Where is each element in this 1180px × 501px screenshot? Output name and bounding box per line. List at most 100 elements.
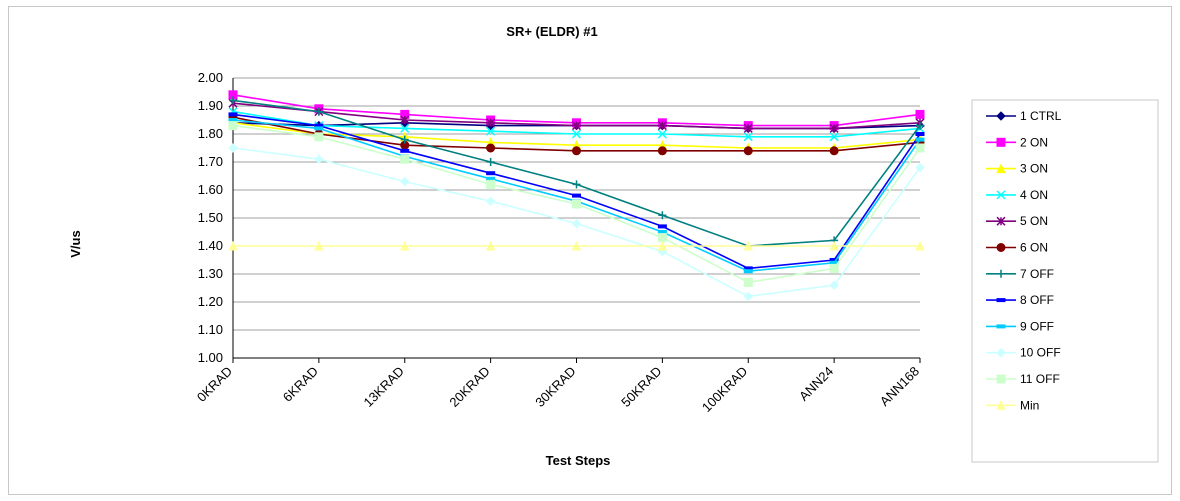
legend-label: 11 OFF: [1020, 372, 1060, 386]
x-axis-label: Test Steps: [546, 453, 611, 468]
data-point: [743, 291, 753, 302]
chart-frame: [8, 6, 1172, 495]
legend-marker: [996, 374, 1006, 384]
data-point: [485, 240, 496, 251]
data-point: [314, 107, 323, 116]
data-point: [657, 146, 667, 156]
data-point: [486, 158, 495, 166]
legend-marker: [996, 347, 1006, 358]
data-point: [743, 123, 753, 133]
y-tick-label: 1.90: [198, 98, 223, 113]
data-point: [915, 137, 925, 142]
legend-box: [971, 99, 1159, 463]
data-point: [399, 240, 410, 251]
data-point: [571, 121, 582, 131]
data-point: [916, 121, 924, 130]
legend: 1 CTRL 2 ON 3 ON 4 ON 5 ON 6 ON 7 OFF 8 OFF 9 OF…: [971, 99, 1159, 463]
data-point: [915, 143, 925, 153]
data-point: [915, 162, 925, 173]
legend-marker: [996, 163, 1006, 174]
data-point: [829, 240, 839, 251]
y-tick-label: 1.30: [198, 266, 223, 281]
data-point: [743, 132, 753, 142]
data-point: [829, 132, 839, 142]
data-point: [572, 199, 581, 209]
y-tick-label: 2.00: [198, 70, 223, 85]
data-point: [228, 121, 238, 131]
data-point: [400, 135, 409, 144]
data-point: [228, 112, 238, 117]
data-point: [314, 132, 324, 142]
data-point: [486, 118, 496, 128]
data-point: [829, 263, 839, 273]
legend-marker: [996, 190, 1006, 200]
legend-marker: [996, 216, 1006, 226]
data-point: [486, 171, 496, 176]
data-point: [400, 123, 410, 133]
x-tick-label: 0KRAD: [194, 364, 235, 405]
legend-label: 7 OFF: [1020, 267, 1054, 281]
y-tick-label: 1.40: [198, 238, 223, 253]
data-point: [486, 176, 496, 181]
y-tick-label: 1.20: [198, 294, 223, 309]
data-point: [572, 193, 581, 198]
data-point: [229, 96, 237, 105]
data-point: [571, 218, 582, 229]
data-point: [657, 230, 667, 234]
data-point: [400, 176, 410, 187]
legend-label: 8 OFF: [1020, 293, 1054, 307]
legend-label: Min: [1020, 398, 1039, 412]
legend-marker: [996, 111, 1006, 121]
legend-marker: [996, 243, 1006, 252]
data-point: [743, 269, 753, 274]
data-point: [915, 109, 925, 119]
data-point: [400, 115, 410, 125]
data-point: [571, 129, 582, 139]
data-point: [658, 211, 667, 220]
x-tick-label: 6KRAD: [280, 364, 321, 405]
data-point: [486, 126, 496, 136]
y-tick-label: 1.70: [198, 154, 223, 169]
x-tick-label: 30KRAD: [532, 364, 578, 410]
data-point: [829, 123, 839, 133]
y-axis-label: V/us: [68, 230, 83, 257]
legend-label: 9 OFF: [1020, 319, 1054, 333]
chart-title: SR+ (ELDR) #1: [506, 24, 597, 39]
legend-marker: [997, 269, 1005, 278]
legend-label: 3 ON: [1020, 162, 1048, 176]
data-point: [228, 240, 238, 251]
legend-label: 10 OFF: [1020, 346, 1061, 360]
x-tick-label: ANN168: [877, 364, 922, 409]
y-tick-label: 1.50: [198, 210, 223, 225]
legend-marker: [996, 137, 1006, 147]
legend-label: 4 ON: [1020, 188, 1048, 202]
data-point: [657, 121, 667, 131]
data-point: [485, 196, 496, 206]
data-point: [657, 129, 667, 139]
data-point: [915, 240, 925, 251]
data-point: [572, 180, 581, 189]
y-tick-label: 1.00: [198, 350, 223, 365]
data-point: [829, 280, 839, 290]
x-tick-label: 100KRAD: [699, 364, 750, 415]
legend-marker: [996, 400, 1006, 410]
legend-label: 1 CTRL: [1020, 109, 1062, 123]
data-point: [829, 146, 839, 156]
data-point: [228, 143, 238, 153]
data-point: [743, 146, 753, 156]
legend-label: 6 ON: [1020, 241, 1048, 255]
legend-label: 5 ON: [1020, 214, 1048, 228]
y-tick-label: 1.10: [198, 322, 223, 337]
legend-marker: [996, 324, 1006, 329]
data-point: [915, 132, 925, 136]
data-point: [314, 126, 324, 131]
x-tick-label: 20KRAD: [446, 364, 492, 410]
data-point: [486, 143, 496, 153]
y-tick-label: 1.80: [198, 126, 223, 141]
data-point: [657, 240, 668, 251]
data-point: [657, 224, 667, 229]
data-point: [400, 148, 410, 153]
x-tick-label: 50KRAD: [618, 364, 664, 410]
x-tick-label: 13KRAD: [361, 364, 407, 410]
